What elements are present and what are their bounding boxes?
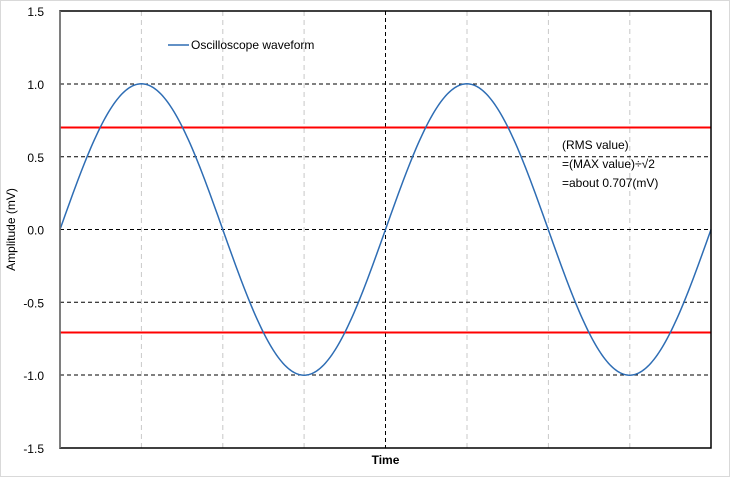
annotation-line-3: =about 0.707(mV) bbox=[562, 176, 658, 190]
rms-annotation: (RMS value) =(MAX value)÷√2 =about 0.707… bbox=[562, 138, 658, 190]
annotation-line-2: =(MAX value)÷√2 bbox=[562, 157, 655, 171]
x-axis-title: Time bbox=[372, 453, 400, 467]
y-axis-ticks: 1.5 1.0 0.5 0.0 -0.5 -1.0 -1.5 bbox=[23, 5, 44, 456]
y-tick-label: 0.5 bbox=[27, 151, 44, 165]
legend: Oscilloscope waveform bbox=[168, 38, 314, 52]
y-tick-label: -0.5 bbox=[23, 296, 44, 310]
y-tick-label: 0.0 bbox=[27, 224, 44, 238]
y-tick-label: 1.5 bbox=[27, 5, 44, 19]
y-tick-label: 1.0 bbox=[27, 78, 44, 92]
y-axis-title: Amplitude (mV) bbox=[4, 188, 18, 271]
annotation-line-1: (RMS value) bbox=[562, 138, 629, 152]
oscilloscope-waveform-line bbox=[59, 83, 712, 376]
y-tick-label: -1.5 bbox=[23, 442, 44, 456]
y-tick-label: -1.0 bbox=[23, 369, 44, 383]
legend-label: Oscilloscope waveform bbox=[191, 38, 314, 52]
